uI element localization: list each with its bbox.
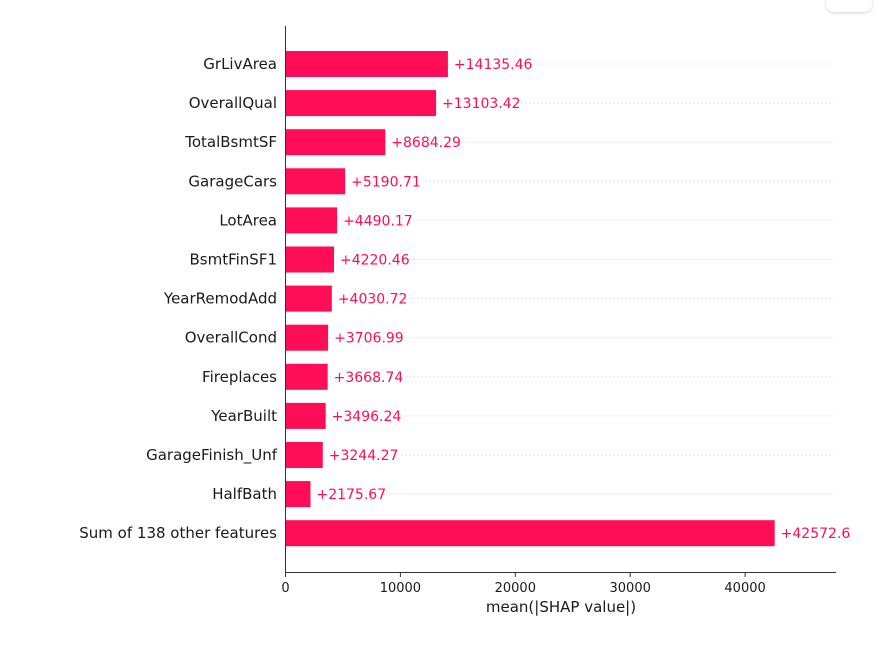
bar xyxy=(285,481,311,508)
window-corner-tab xyxy=(826,0,872,12)
feature-label: HalfBath xyxy=(212,485,277,503)
feature-label: LotArea xyxy=(219,211,277,229)
value-label: +3244.27 xyxy=(329,448,399,464)
value-label: +14135.46 xyxy=(454,57,533,73)
value-label-backdrop xyxy=(388,132,459,153)
value-label: +42572.6 xyxy=(781,526,851,542)
x-tick-label: 30000 xyxy=(610,581,651,596)
value-label: +13103.42 xyxy=(442,96,521,112)
x-tick-label: 40000 xyxy=(724,581,765,596)
value-labels: +14135.46 +13103.42 +8684.29 +5190.71 +4490.… xyxy=(313,54,851,544)
value-label: +2175.67 xyxy=(316,487,386,503)
value-label-backdrop xyxy=(325,445,397,465)
value-label-backdrop xyxy=(334,288,406,309)
feature-label: GrLivArea xyxy=(203,55,277,73)
bar xyxy=(285,207,338,234)
value-label-backdrop xyxy=(330,366,402,387)
value-label-backdrop xyxy=(336,249,408,270)
bar xyxy=(285,90,437,117)
x-ticks: 0 10000 20000 30000 40000 xyxy=(281,572,766,596)
x-axis-title: mean(|SHAP value|) xyxy=(486,598,636,616)
bar xyxy=(285,520,775,547)
value-label-backdrop xyxy=(340,210,411,231)
bar xyxy=(285,168,346,195)
feature-label: OverallQual xyxy=(189,94,277,112)
value-label: +4490.17 xyxy=(343,213,413,229)
feature-label: YearRemodAdd xyxy=(163,290,277,308)
bar xyxy=(285,285,332,312)
bar xyxy=(285,363,328,390)
feature-label: TotalBsmtSF xyxy=(184,133,277,151)
bar xyxy=(285,402,326,429)
bars xyxy=(285,51,775,547)
feature-labels: GrLivArea OverallQual TotalBsmtSF GarageCar… xyxy=(79,55,277,542)
value-label-backdrop xyxy=(450,54,530,74)
value-label: +8684.29 xyxy=(391,135,461,151)
value-label: +4030.72 xyxy=(338,292,408,308)
value-label: +5190.71 xyxy=(351,174,421,190)
value-label-backdrop xyxy=(439,93,518,114)
value-label: +3668.74 xyxy=(334,370,404,386)
bar xyxy=(285,129,386,156)
bar xyxy=(285,51,448,77)
feature-label: BsmtFinSF1 xyxy=(189,251,277,269)
feature-label: YearBuilt xyxy=(210,407,277,425)
value-label: +3706.99 xyxy=(334,331,404,347)
bar xyxy=(285,442,323,468)
value-label-backdrop xyxy=(331,327,402,348)
feature-label: Sum of 138 other features xyxy=(79,524,277,542)
bar xyxy=(285,246,334,273)
x-tick-label: 10000 xyxy=(380,581,421,596)
axes xyxy=(285,26,836,573)
feature-label: OverallCond xyxy=(185,329,277,347)
bar xyxy=(285,324,329,351)
value-label: +4220.46 xyxy=(340,253,410,269)
value-label-backdrop xyxy=(777,523,849,544)
value-label-backdrop xyxy=(313,484,384,505)
x-tick-label: 0 xyxy=(281,581,289,596)
value-label-backdrop xyxy=(328,405,400,426)
feature-label: Fireplaces xyxy=(202,368,277,386)
feature-label: GarageFinish_Unf xyxy=(146,446,278,465)
feature-label: GarageCars xyxy=(188,172,277,190)
value-label-backdrop xyxy=(348,171,419,192)
x-tick-label: 20000 xyxy=(495,581,536,596)
value-label: +3496.24 xyxy=(332,409,402,425)
